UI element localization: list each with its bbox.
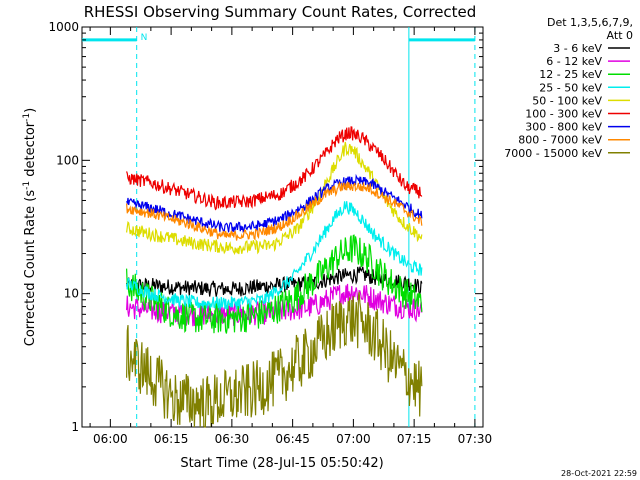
y-axis-label-end: ) (23, 108, 38, 113)
series-line-8 (126, 291, 423, 428)
legend-label-6: 300 - 800 keV (525, 121, 602, 134)
series-line-6 (126, 173, 423, 233)
y-axis-label: Corrected Count Rate (s-1 detector-1) (22, 108, 38, 346)
legend-label-5: 100 - 300 keV (525, 108, 602, 121)
x-tick-label-07:00: 07:00 (336, 432, 371, 446)
y-axis-label-main: Corrected Count Rate (s (23, 190, 38, 347)
night-flag-label: N (141, 33, 148, 43)
x-tick-label-07:15: 07:15 (397, 432, 432, 446)
series-line-2 (126, 234, 423, 334)
legend-label-0: 3 - 6 keV (553, 42, 602, 55)
y-axis-label-sup1: -1 (22, 181, 32, 190)
y-tick-label-1: 1 (71, 420, 79, 434)
timestamp: 28-Oct-2021 22:59 (561, 469, 637, 478)
legend-header-line1: Det 1,3,5,6,7,9, (547, 16, 633, 29)
x-tick-label-06:30: 06:30 (215, 432, 250, 446)
y-tick-label-1000: 1000 (48, 20, 79, 34)
y-tick-label-100: 100 (56, 153, 79, 167)
legend-header-line2: Att 0 (607, 29, 633, 42)
legend-label-3: 25 - 50 keV (539, 81, 602, 94)
x-tick-label-06:15: 06:15 (154, 432, 189, 446)
y-axis-label-mid: detector (23, 121, 38, 181)
x-axis-label: Start Time (28-Jul-15 05:50:42) (180, 456, 383, 471)
legend-label-4: 50 - 100 keV (532, 94, 602, 107)
x-tick-label-06:00: 06:00 (93, 432, 128, 446)
series-line-5 (126, 126, 423, 211)
y-tick-label-10: 10 (64, 287, 79, 301)
x-tick-label-06:45: 06:45 (275, 432, 310, 446)
series-line-7 (126, 180, 423, 241)
legend-label-2: 12 - 25 keV (539, 68, 602, 81)
x-tick-label-07:30: 07:30 (458, 432, 493, 446)
legend-label-8: 7000 - 15000 keV (504, 147, 602, 160)
series-line-4 (126, 141, 423, 256)
chart-title: RHESSI Observing Summary Count Rates, Co… (84, 3, 477, 21)
legend-label-7: 800 - 7000 keV (518, 134, 602, 147)
series-line-3 (126, 201, 423, 312)
legend-label-1: 6 - 12 keV (546, 55, 602, 68)
plot-area: N 1 10 100 1000 06:00 06:15 06:30 06:45 07:00 07… (48, 20, 492, 446)
y-axis-label-sup2: -1 (22, 113, 32, 122)
plot-frame (81, 26, 484, 428)
